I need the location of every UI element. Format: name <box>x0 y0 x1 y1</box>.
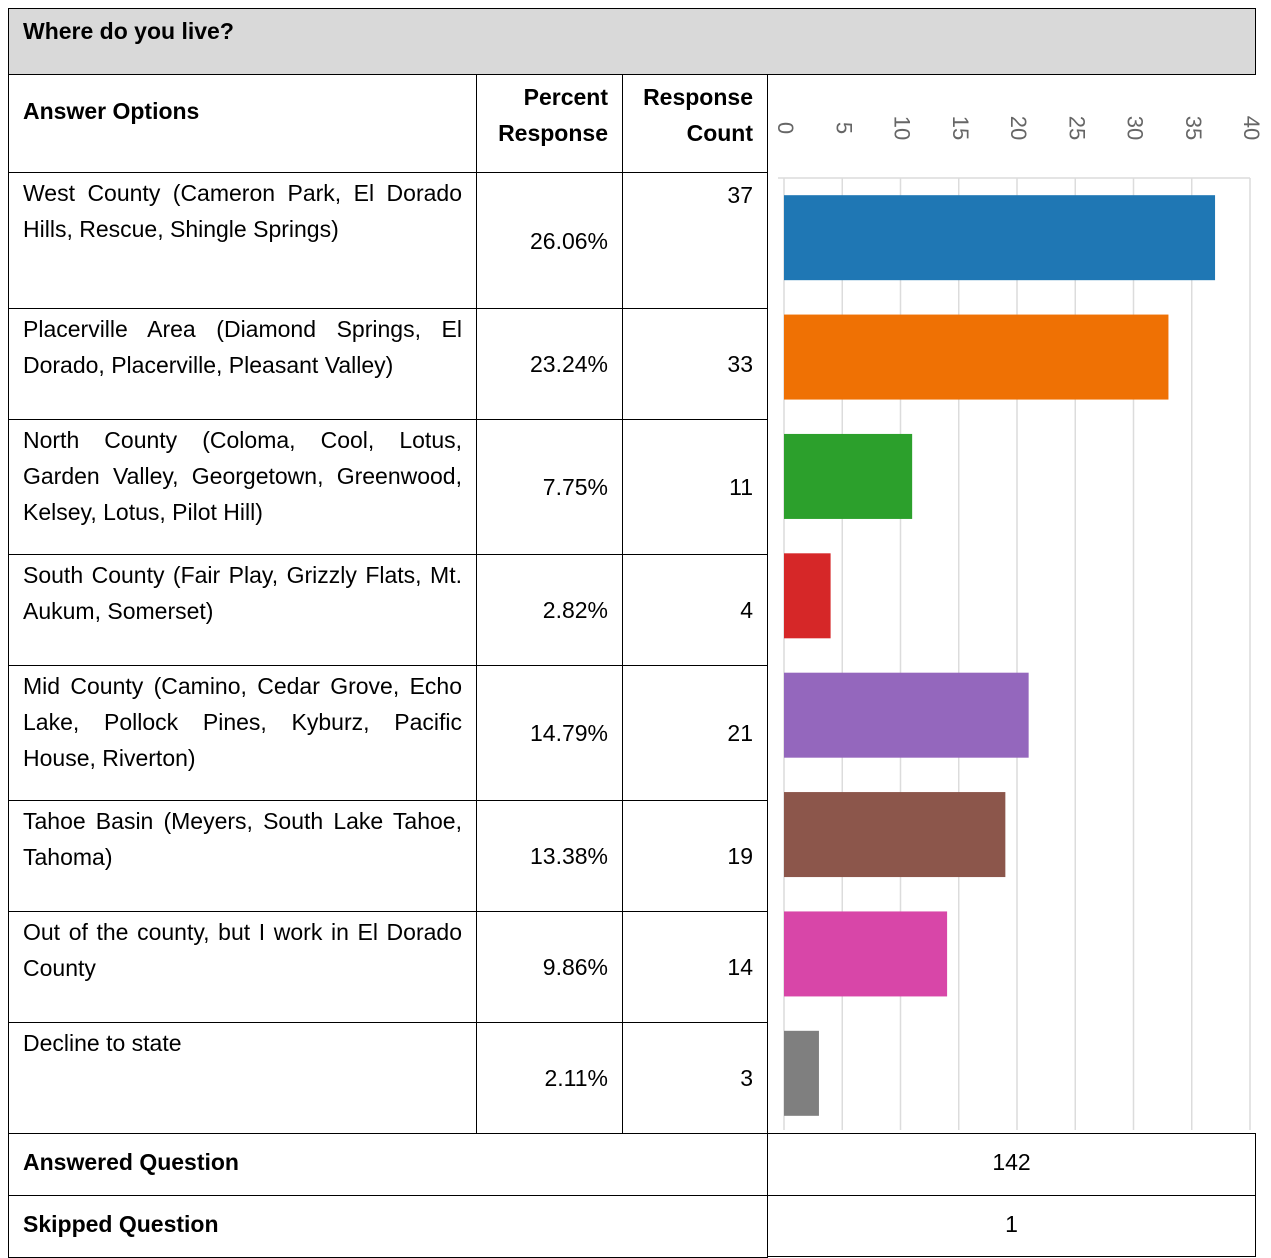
x-tick-label: 15 <box>948 116 973 140</box>
answer-label: Out of the county, but I work in El Dora… <box>8 911 477 1023</box>
x-tick-label: 20 <box>1006 116 1031 140</box>
bar <box>784 195 1216 281</box>
bar <box>784 1030 819 1116</box>
bar <box>784 314 1169 400</box>
bar <box>784 672 1029 758</box>
x-tick-label: 40 <box>1239 116 1264 140</box>
answer-label: Tahoe Basin (Meyers, South Lake Tahoe, T… <box>8 800 477 912</box>
answer-label: Placerville Area (Diamond Springs, El Do… <box>8 308 477 420</box>
bar <box>784 433 913 519</box>
title: Where do you live? <box>8 8 1256 75</box>
answer-label: Mid County (Camino, Cedar Grove, Echo La… <box>8 665 477 801</box>
bar <box>784 792 1006 878</box>
answer-label: North County (Coloma, Cool, Lotus, Garde… <box>8 419 477 555</box>
bar <box>784 553 831 639</box>
x-tick-label: 5 <box>831 122 856 134</box>
header: Answer Options <box>8 74 477 173</box>
x-tick-label: 0 <box>773 122 798 134</box>
bar <box>784 911 948 997</box>
x-tick-label: 35 <box>1181 116 1206 140</box>
x-tick-label: 10 <box>890 116 915 140</box>
x-tick-label: 30 <box>1123 116 1148 140</box>
answer-label: South County (Fair Play, Grizzly Flats, … <box>8 554 477 666</box>
header: Response Count <box>622 74 768 173</box>
x-tick-label: 25 <box>1064 116 1089 140</box>
answer-label: West County (Cameron Park, El Dorado Hil… <box>8 172 477 309</box>
percent: 23.24% <box>476 308 623 420</box>
